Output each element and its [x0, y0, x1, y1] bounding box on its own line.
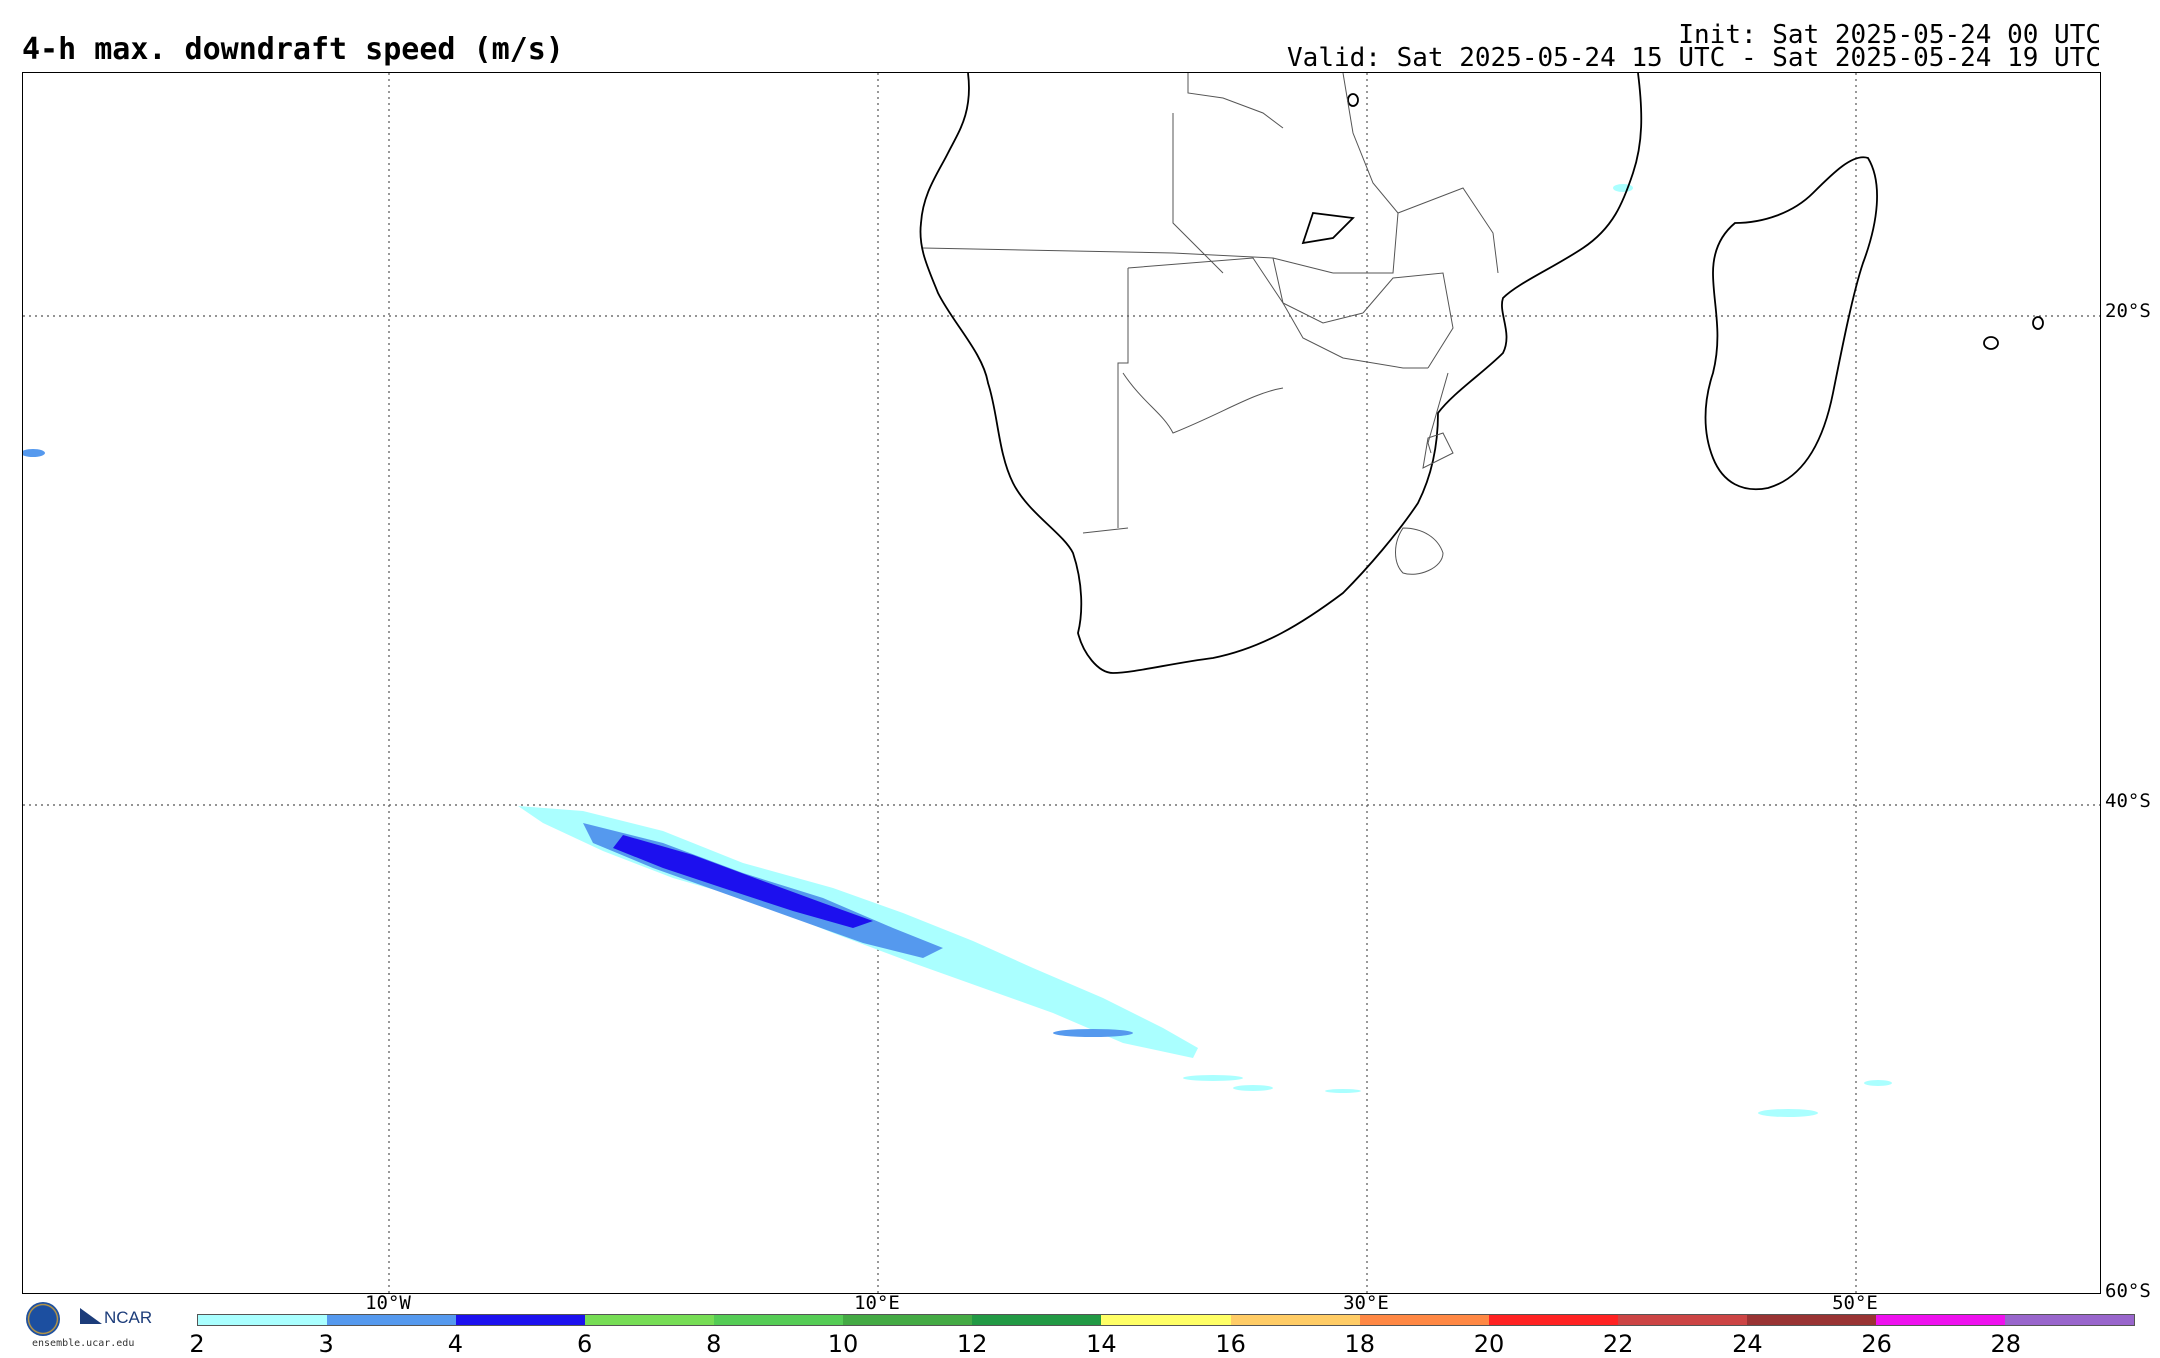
colorbar-tick-label: 10 — [827, 1330, 859, 1358]
colorbar-swatch — [843, 1315, 973, 1325]
colorbar-swatch — [1746, 1315, 1876, 1325]
colorbar-swatch — [1875, 1315, 2005, 1325]
colorbar-tick-label: 28 — [1990, 1330, 2022, 1358]
colorbar-tick-label: 26 — [1861, 1330, 1892, 1358]
colorbar-tick-label: 14 — [1086, 1330, 1117, 1358]
colorbar-tick-label: 12 — [956, 1330, 988, 1358]
colorbar-swatch — [1488, 1315, 1618, 1325]
colorbar-tick-label: 22 — [1602, 1330, 1634, 1358]
colorbar-swatch — [1230, 1315, 1360, 1325]
map-frame — [22, 72, 2101, 1294]
colorbar-swatch — [327, 1315, 457, 1325]
colorbar-swatch — [2004, 1315, 2134, 1325]
lat-label-40s: 40°S — [2105, 790, 2151, 812]
logo-url: ensemble.ucar.edu — [32, 1338, 135, 1349]
colorbar-tick-label: 24 — [1732, 1330, 1763, 1358]
colorbar-swatch — [1359, 1315, 1489, 1325]
colorbar-swatch — [714, 1315, 844, 1325]
downdraft-field — [23, 184, 1892, 1117]
map-title: 4-h max. downdraft speed (m/s) — [22, 32, 564, 67]
lon-label-10w: 10°W — [365, 1292, 411, 1314]
lat-label-60s: 60°S — [2105, 1280, 2151, 1302]
colorbar-swatch — [585, 1315, 715, 1325]
lat-label-20s: 20°S — [2105, 300, 2151, 322]
colorbar-tick-label: 16 — [1215, 1330, 1246, 1358]
colorbar-swatch — [972, 1315, 1102, 1325]
ncar-logo: NCAR ensemble.ucar.edu — [22, 1298, 162, 1354]
ncar-logo-text: NCAR — [104, 1308, 153, 1327]
lon-label-10e: 10°E — [854, 1292, 900, 1314]
colorbar-tick-label: 6 — [576, 1330, 593, 1358]
colorbar-tick-label: 2 — [189, 1330, 205, 1358]
coastlines — [919, 73, 2044, 674]
colorbar-tick-label: 8 — [706, 1330, 722, 1358]
nsf-logo-icon — [26, 1302, 60, 1336]
init-time: Init: Sat 2025-05-24 00 UTC — [1678, 20, 2101, 50]
colorbar-swatch — [1101, 1315, 1231, 1325]
colorbar-tick-label: 18 — [1344, 1330, 1376, 1358]
colorbar-swatch — [456, 1315, 586, 1325]
colorbar-swatch — [1617, 1315, 1747, 1325]
colorbar-tick-label: 4 — [447, 1330, 464, 1358]
valid-time: Valid: Sat 2025-05-24 15 UTC - Sat 2025-… — [1287, 43, 2101, 73]
colorbar-tick-label: 20 — [1473, 1330, 1505, 1358]
graticule — [23, 73, 2100, 1293]
country-borders — [922, 73, 1499, 575]
lon-label-50e: 50°E — [1832, 1292, 1878, 1314]
colorbar — [197, 1314, 2135, 1326]
lon-label-30e: 30°E — [1343, 1292, 1389, 1314]
colorbar-swatch — [198, 1315, 328, 1325]
map-canvas — [23, 73, 2100, 1293]
colorbar-tick-label: 3 — [318, 1330, 334, 1358]
ncar-logo-icon — [80, 1308, 102, 1324]
